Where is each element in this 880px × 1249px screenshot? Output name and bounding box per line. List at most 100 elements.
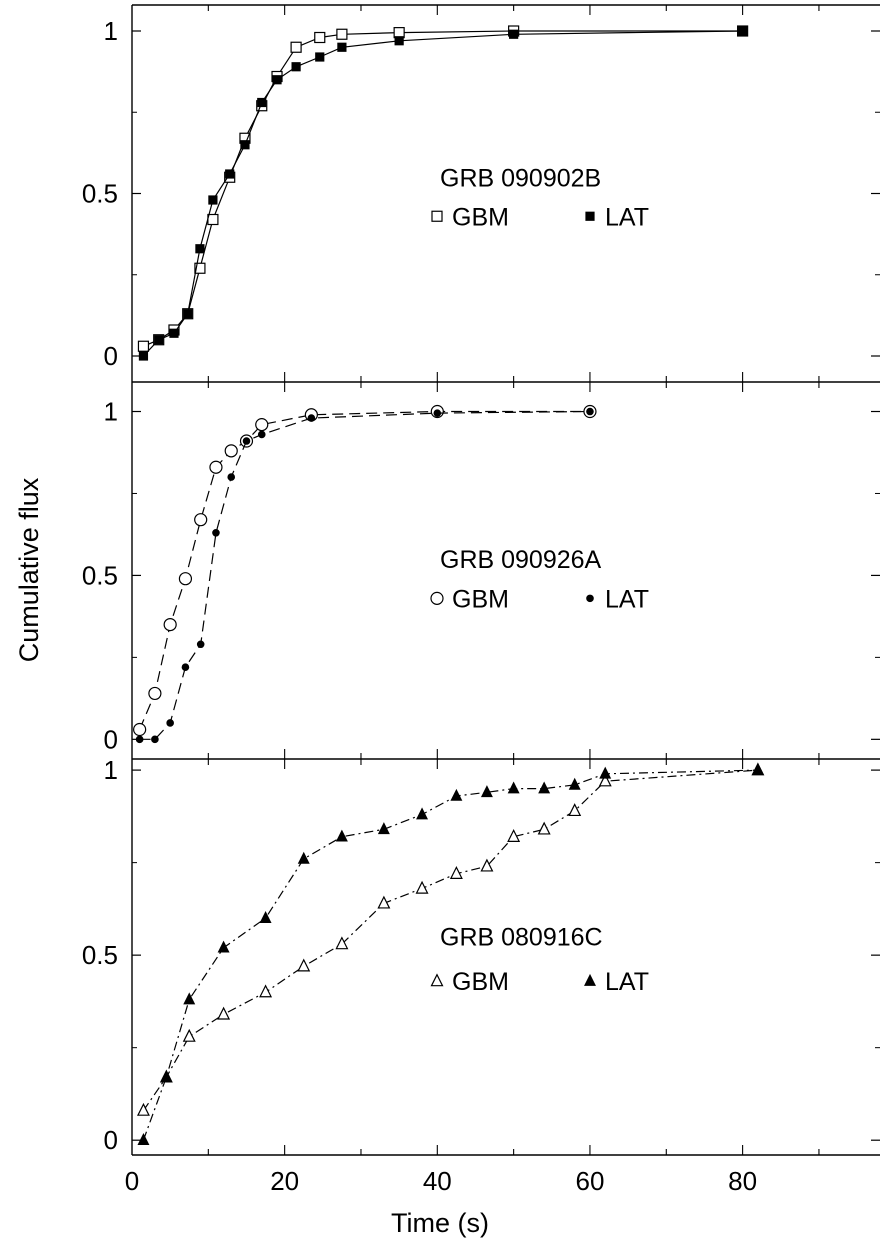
x-tick-label: 20 (270, 1166, 299, 1196)
series-line (139, 410, 591, 740)
legend-label: LAT (605, 585, 649, 613)
series-line (142, 769, 758, 1141)
legend-marker (430, 591, 444, 605)
legend-marker (584, 973, 596, 986)
data-point (586, 407, 594, 416)
data-point (212, 528, 220, 537)
y-tick-label: 0.5 (82, 179, 118, 209)
y-tick-label: 1 (104, 755, 118, 785)
data-point (538, 781, 551, 794)
data-point (480, 858, 494, 872)
data-point (599, 766, 612, 779)
legend-marker (431, 210, 443, 222)
data-point (154, 335, 164, 345)
legend: GRB 090902B GBM LAT (431, 164, 649, 231)
data-point (217, 940, 230, 953)
series-line (142, 769, 758, 1111)
series-line (139, 410, 590, 730)
data-point (133, 722, 147, 737)
series-lat (138, 26, 748, 361)
data-point (337, 42, 347, 52)
data-point (178, 572, 193, 586)
data-point (449, 866, 463, 879)
data-point (537, 821, 551, 835)
data-point (225, 169, 235, 179)
x-tick-label: 80 (728, 1166, 757, 1196)
data-point (224, 444, 238, 458)
data-point (217, 1006, 231, 1020)
series-lat (137, 762, 764, 1145)
data-point (416, 807, 429, 820)
data-point (257, 97, 267, 108)
panel-title: GRB 080916C (440, 924, 603, 952)
data-point (377, 895, 391, 909)
panel-1: 0 0.5 1 GRB 090902B GBM LAT (82, 4, 880, 383)
panel-3: 0 0.5 1 GRB 080916C GBM LAT (82, 755, 880, 1156)
data-point (207, 213, 219, 226)
data-point (259, 984, 273, 998)
data-point (163, 617, 177, 632)
data-point (509, 29, 519, 39)
data-point (148, 686, 162, 701)
data-point (415, 880, 429, 894)
legend-label: GBM (452, 968, 509, 996)
data-point (480, 785, 493, 798)
legend: GRB 080916C GBM LAT (430, 924, 649, 996)
data-point (598, 773, 612, 787)
data-point (751, 762, 764, 775)
panel-title: GRB 090926A (440, 546, 602, 574)
legend-label: LAT (605, 968, 649, 996)
data-point (138, 351, 149, 361)
panels: 0 0.5 1 GRB 090902B GBM LAT 0 0.5 1 GRB 090926A GB… (82, 4, 880, 1156)
data-point (227, 473, 236, 481)
series-line (142, 30, 743, 357)
data-point (297, 851, 310, 864)
panel-title: GRB 090902B (440, 164, 601, 192)
x-axis-label: Time (s) (391, 1208, 489, 1238)
data-point (259, 910, 272, 923)
data-point (209, 460, 223, 474)
data-point (135, 735, 144, 744)
data-point (568, 777, 581, 790)
data-point (335, 829, 348, 842)
data-point (137, 340, 150, 352)
data-point (194, 513, 208, 527)
data-point (257, 430, 266, 439)
data-point (208, 195, 218, 205)
y-tick-label: 0.5 (82, 940, 118, 970)
y-tick-label: 0 (104, 1125, 118, 1155)
legend: GRB 090926A GBM LAT (430, 546, 649, 613)
data-point (272, 75, 282, 85)
data-point (181, 663, 190, 672)
y-tick-label: 1 (104, 397, 118, 427)
legend-marker (430, 973, 444, 987)
data-point (394, 36, 404, 46)
data-point (195, 244, 205, 254)
data-point (169, 328, 179, 338)
data-point (194, 262, 206, 274)
y-tick-label: 0 (104, 724, 118, 754)
data-point (183, 992, 196, 1005)
data-point (182, 1028, 196, 1042)
data-point (393, 27, 405, 39)
data-point (433, 409, 442, 417)
data-point (738, 26, 748, 36)
data-point (240, 140, 250, 150)
series-gbm (136, 762, 765, 1116)
data-point (137, 1133, 150, 1145)
data-point (314, 31, 326, 44)
data-point (297, 958, 311, 972)
data-point (160, 1070, 173, 1083)
data-point (307, 414, 316, 422)
y-tick-label: 1 (104, 16, 118, 46)
data-point (335, 936, 349, 950)
data-point (183, 309, 193, 319)
data-point (242, 437, 251, 445)
data-point (196, 640, 205, 649)
legend-marker (586, 594, 594, 603)
legend-label: GBM (452, 203, 509, 231)
data-point (166, 719, 174, 727)
data-point (507, 781, 520, 794)
legend-marker (585, 211, 595, 221)
